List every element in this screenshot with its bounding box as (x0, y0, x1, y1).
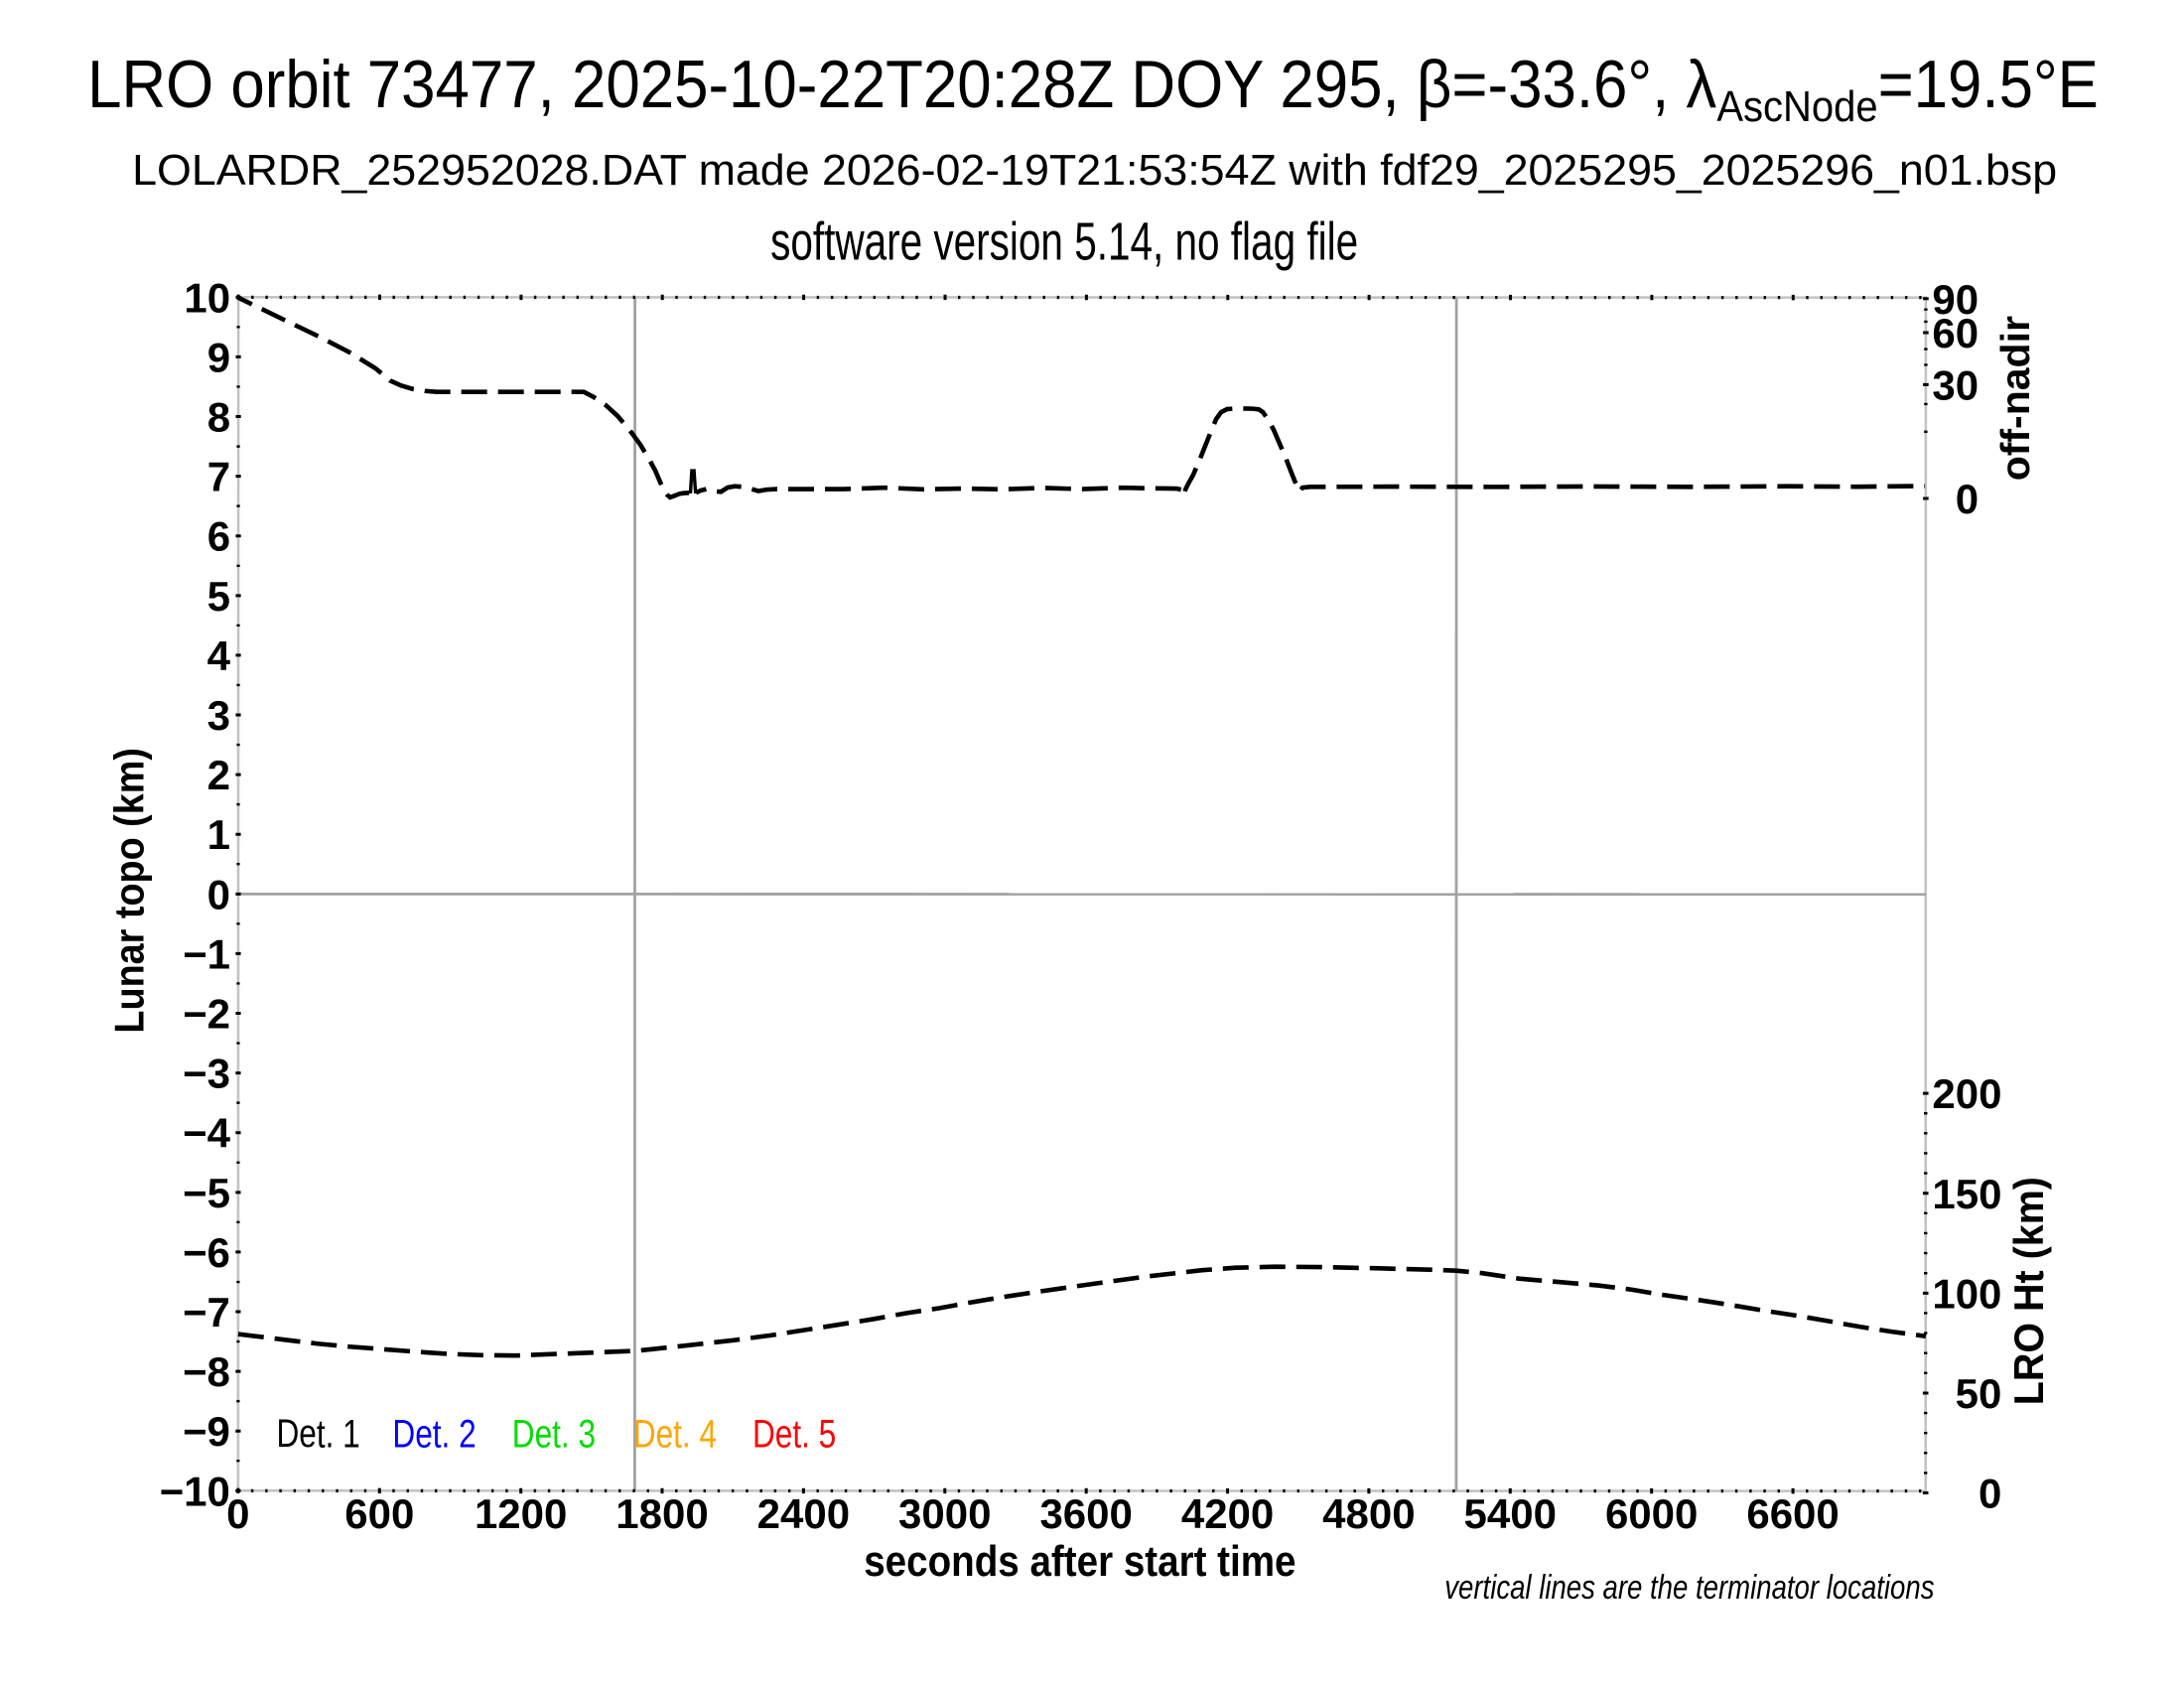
svg-text:−2: −2 (183, 991, 230, 1038)
svg-text:Det. 3: Det. 3 (512, 1412, 596, 1456)
svg-text:off-nadir: off-nadir (1992, 316, 2038, 481)
svg-text:4200: 4200 (1181, 1490, 1274, 1537)
svg-text:Det. 4: Det. 4 (633, 1412, 717, 1456)
svg-text:150: 150 (1932, 1171, 2001, 1217)
svg-text:software version 5.14, no flag: software version 5.14, no flag file (770, 211, 1358, 271)
svg-text:30: 30 (1932, 361, 1979, 408)
svg-text:3: 3 (207, 692, 230, 739)
svg-text:6000: 6000 (1605, 1490, 1698, 1537)
svg-text:3000: 3000 (898, 1490, 991, 1537)
svg-text:−5: −5 (183, 1170, 230, 1216)
svg-text:3600: 3600 (1039, 1490, 1132, 1537)
svg-text:Det. 1: Det. 1 (276, 1412, 359, 1456)
svg-text:Lunar topo (km): Lunar topo (km) (107, 748, 153, 1034)
svg-text:1: 1 (207, 811, 230, 858)
svg-text:90: 90 (1932, 276, 1979, 323)
svg-text:vertical lines are the termina: vertical lines are the terminator locati… (1444, 1568, 1934, 1607)
svg-text:−3: −3 (183, 1051, 230, 1097)
svg-text:Det. 5: Det. 5 (752, 1412, 836, 1456)
svg-text:LOLARDR_252952028.DAT made 202: LOLARDR_252952028.DAT made 2026-02-19T21… (132, 146, 2057, 195)
svg-text:4: 4 (207, 633, 231, 679)
svg-text:7: 7 (207, 454, 230, 500)
svg-text:−1: −1 (183, 930, 230, 977)
svg-text:2400: 2400 (757, 1490, 850, 1537)
svg-text:1800: 1800 (615, 1490, 708, 1537)
svg-text:4800: 4800 (1322, 1490, 1415, 1537)
svg-text:0: 0 (207, 871, 230, 917)
svg-text:5: 5 (207, 573, 230, 620)
svg-text:LRO Ht (km): LRO Ht (km) (2005, 1177, 2052, 1405)
svg-text:2: 2 (207, 752, 230, 798)
svg-text:Det. 2: Det. 2 (392, 1412, 476, 1456)
svg-text:6: 6 (207, 513, 230, 560)
svg-text:9: 9 (207, 334, 230, 380)
svg-text:seconds after start time: seconds after start time (864, 1537, 1296, 1586)
svg-text:−4: −4 (183, 1110, 231, 1157)
svg-text:0: 0 (1979, 1471, 2001, 1517)
svg-text:−10: −10 (160, 1468, 230, 1514)
svg-text:50: 50 (1956, 1370, 2002, 1417)
svg-text:10: 10 (184, 274, 230, 321)
svg-text:−9: −9 (183, 1408, 230, 1455)
svg-text:LRO orbit 73477, 2025-10-22T20: LRO orbit 73477, 2025-10-22T20:28Z DOY 2… (87, 46, 2099, 131)
svg-text:0: 0 (1956, 476, 1979, 522)
svg-text:8: 8 (207, 394, 230, 441)
svg-text:0: 0 (226, 1490, 249, 1537)
svg-text:1200: 1200 (475, 1490, 567, 1537)
svg-text:−6: −6 (183, 1229, 230, 1276)
svg-text:6600: 6600 (1746, 1490, 1839, 1537)
svg-text:−8: −8 (183, 1348, 230, 1395)
svg-text:5400: 5400 (1464, 1490, 1557, 1537)
svg-text:600: 600 (344, 1490, 414, 1537)
svg-text:60: 60 (1932, 310, 1979, 356)
svg-text:−7: −7 (183, 1289, 230, 1336)
svg-text:100: 100 (1932, 1270, 2001, 1317)
svg-text:200: 200 (1932, 1070, 2001, 1117)
